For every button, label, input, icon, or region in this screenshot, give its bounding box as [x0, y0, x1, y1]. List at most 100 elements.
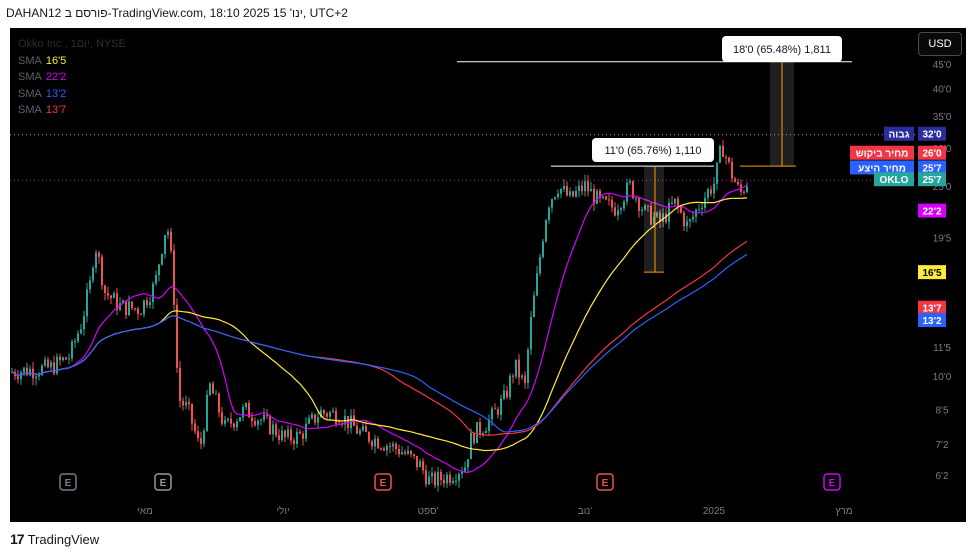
- candle-body: [200, 438, 202, 444]
- candle-body: [575, 191, 577, 197]
- candle-body: [110, 295, 112, 299]
- candle-body: [728, 157, 730, 162]
- candle-body: [698, 209, 700, 211]
- candle-body: [305, 423, 307, 439]
- candle-body: [620, 208, 622, 211]
- ma-tag-bg: [918, 300, 946, 315]
- legend-row-sma-1[interactable]: SMA 16'5: [18, 53, 126, 70]
- candle-body: [632, 181, 634, 199]
- candle-body: [611, 199, 613, 208]
- candle-body: [551, 199, 553, 208]
- candle-body: [56, 356, 58, 374]
- candle-body: [491, 408, 493, 420]
- candle-body: [149, 302, 151, 306]
- candle-body: [650, 205, 652, 225]
- footer-brand[interactable]: TradingView: [27, 531, 100, 547]
- candle-body: [212, 383, 214, 394]
- candle-body: [266, 414, 268, 416]
- earnings-marker-icon[interactable]: [374, 473, 392, 491]
- currency-button[interactable]: USD: [918, 32, 962, 56]
- candle-body: [140, 314, 142, 316]
- earnings-marker-label: E: [380, 478, 387, 489]
- candle-body: [38, 374, 40, 377]
- candle-body: [104, 285, 106, 294]
- candle-body: [434, 472, 436, 486]
- earnings-marker-icon[interactable]: [823, 473, 841, 491]
- legend-label: SMA: [18, 104, 42, 116]
- candle-body: [716, 162, 718, 184]
- sma-purple-line: [11, 184, 748, 474]
- candle-body: [179, 367, 181, 401]
- candle-body: [242, 406, 244, 418]
- y-axis-label: 45'0: [933, 60, 952, 71]
- candle-body: [197, 431, 199, 439]
- candle-body: [263, 414, 265, 420]
- earnings-marker-label: E: [65, 478, 72, 489]
- earnings-marker-icon[interactable]: [596, 473, 614, 491]
- candle-body: [203, 430, 205, 444]
- candle-body: [173, 250, 175, 305]
- candle-body: [158, 264, 160, 276]
- legend-row-sma-4[interactable]: SMA 13'7: [18, 102, 126, 119]
- candle-body: [23, 367, 25, 373]
- candle-body: [530, 316, 532, 350]
- price-tag-value: 26'0: [922, 149, 942, 160]
- legend-row-sma-3[interactable]: SMA 13'2: [18, 86, 126, 103]
- candle-body: [644, 205, 646, 210]
- candle-body: [548, 207, 550, 221]
- annotation-box[interactable]: [592, 138, 714, 162]
- candle-body: [407, 450, 409, 454]
- candle-body: [614, 207, 616, 216]
- annotation-box[interactable]: [722, 36, 842, 62]
- candle-body: [653, 216, 655, 225]
- candle-body: [227, 418, 229, 421]
- candle-body: [311, 414, 313, 419]
- candle-body: [599, 190, 601, 198]
- ma-tag-value: 13'7: [922, 304, 942, 315]
- candle-body: [35, 376, 37, 379]
- earnings-marker-icon[interactable]: [154, 473, 172, 491]
- candle-body: [389, 445, 391, 447]
- candle-body: [296, 431, 298, 444]
- candle-body: [281, 430, 283, 440]
- earnings-marker-icon[interactable]: [59, 473, 77, 491]
- candle-body: [188, 402, 190, 404]
- candle-body: [377, 438, 379, 449]
- candle-body: [29, 368, 31, 376]
- candle-body: [572, 191, 574, 197]
- y-axis-label: 40'0: [933, 84, 952, 95]
- chart-panel[interactable]: 45'040'035'030'025'019'511'510'08'57'26'…: [10, 28, 966, 522]
- candle-body: [464, 467, 466, 473]
- price-chart[interactable]: 45'040'035'030'025'019'511'510'08'57'26'…: [10, 28, 966, 522]
- candle-body: [245, 403, 247, 407]
- candle-body: [77, 333, 79, 342]
- candle-body: [380, 448, 382, 450]
- sma-red-line: [11, 240, 748, 436]
- candle-body: [506, 390, 508, 398]
- ma-tag-bg: [918, 313, 946, 328]
- candle-body: [521, 375, 523, 378]
- ma-tag-bg: [918, 265, 946, 280]
- sma-yellow-line: [11, 197, 748, 452]
- candle-body: [116, 293, 118, 310]
- price-tag-label-bg: [884, 126, 914, 141]
- candle-body: [638, 198, 640, 211]
- legend-label: SMA: [18, 71, 42, 83]
- candle-body: [107, 293, 109, 296]
- candle-body: [113, 293, 115, 299]
- candle-body: [710, 189, 712, 194]
- candle-body: [605, 196, 607, 200]
- candle-body: [587, 181, 589, 192]
- candle-body: [383, 448, 385, 451]
- legend-row-sma-2[interactable]: SMA 22'2: [18, 69, 126, 86]
- candle-body: [713, 183, 715, 194]
- sma-blue-line: [11, 253, 748, 433]
- candle-body: [596, 190, 598, 204]
- candle-body: [431, 472, 433, 477]
- earnings-marker-label: E: [602, 478, 609, 489]
- candle-body: [500, 398, 502, 415]
- price-tag-value-bg: [918, 172, 946, 187]
- annotation-label: 18'0 (65.48%) 1,811: [733, 44, 831, 56]
- candle-body: [467, 459, 469, 468]
- candle-body: [566, 185, 568, 196]
